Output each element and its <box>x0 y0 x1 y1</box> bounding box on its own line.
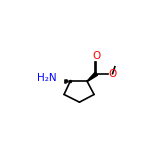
Text: H₂N: H₂N <box>37 73 56 83</box>
Polygon shape <box>87 72 98 82</box>
Text: O: O <box>109 69 117 79</box>
Text: O: O <box>92 51 100 61</box>
